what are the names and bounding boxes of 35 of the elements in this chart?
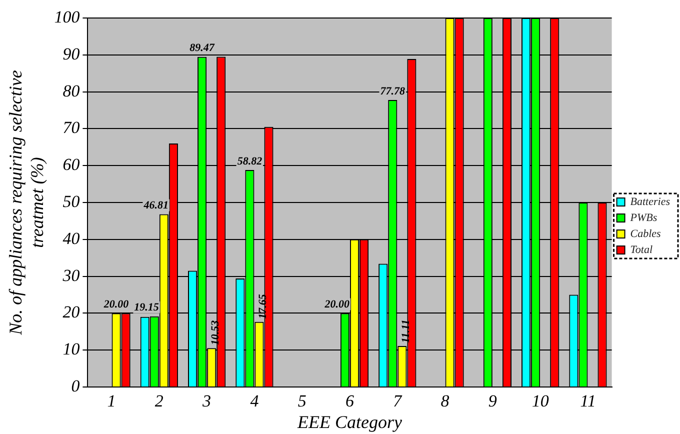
- x-tick-label: 3: [202, 392, 212, 411]
- y-tick-label: 90: [62, 44, 80, 64]
- legend-label: Cables: [630, 228, 661, 240]
- y-tick-label: 30: [62, 266, 80, 285]
- y-tick-label: 60: [62, 155, 80, 174]
- data-label: 20.00: [324, 298, 350, 311]
- x-tick-label: 4: [250, 392, 260, 411]
- data-label: 89.47: [190, 42, 215, 54]
- x-tick-label: 2: [154, 392, 164, 411]
- x-tick-label: 7: [393, 392, 404, 411]
- x-tick-label: 5: [298, 392, 306, 411]
- data-label: 77.78: [380, 85, 406, 98]
- x-tick-label: 8: [440, 392, 450, 411]
- x-tick-label: 1: [107, 392, 116, 411]
- x-tick-label: 11: [580, 392, 596, 411]
- y-tick-label: 80: [62, 81, 80, 100]
- y-tick-label: 50: [62, 192, 80, 211]
- x-tick-label: 6: [345, 392, 354, 411]
- y-tick-label: 70: [62, 118, 80, 138]
- x-tick-label: 10: [532, 392, 550, 411]
- y-tick-label: 10: [62, 340, 80, 359]
- y-tick-label: 20: [62, 302, 80, 322]
- legend-label: Batteries: [630, 196, 670, 208]
- y-tick-label: 100: [54, 7, 80, 26]
- x-axis-title: EEE Category: [296, 412, 402, 432]
- legend-label: Total: [630, 244, 653, 256]
- data-label: 58.82: [237, 155, 263, 168]
- data-label: 20.00: [102, 298, 130, 311]
- y-tick-label: 40: [62, 228, 80, 248]
- legend-label: PWBs: [629, 212, 658, 224]
- y-tick-label: 0: [71, 376, 80, 396]
- data-label: 19.15: [134, 302, 160, 314]
- y-axis-title: No. of appliances requiring selective treatmet (%): [6, 70, 48, 336]
- data-label: 46.81: [142, 200, 168, 212]
- x-tick-label: 9: [488, 392, 498, 411]
